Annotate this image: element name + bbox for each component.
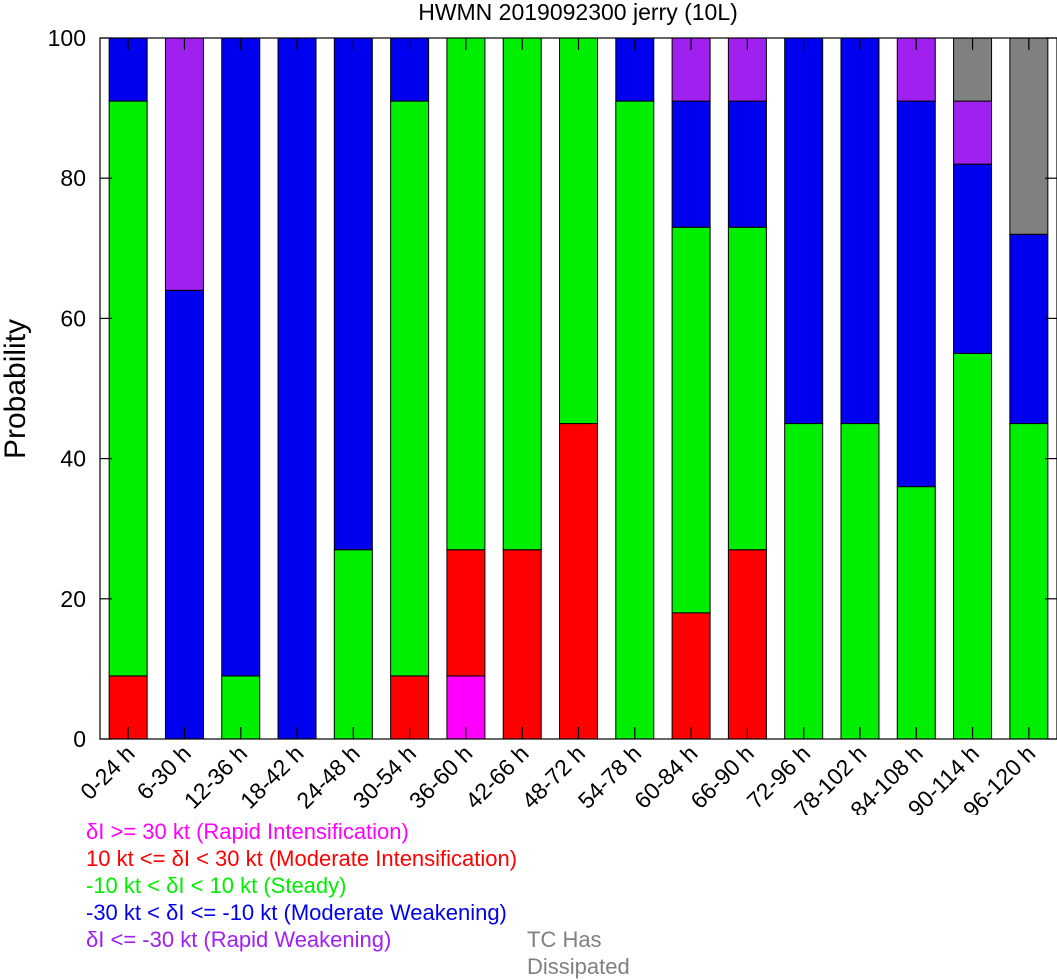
bar-segment-mi-6 [446, 549, 486, 677]
bar-segment-mi-8 [559, 423, 598, 740]
bar-segment-st-7 [502, 37, 542, 551]
bar-segment-rw-15 [953, 100, 993, 165]
legend-moderate-intensification: 10 kt <= δI < 30 kt (Moderate Intensific… [86, 846, 518, 871]
chart-title: HWMN 2019092300 jerry (10L) [418, 0, 738, 25]
legend-rapid-weakening: δI <= -30 kt (Rapid Weakening) [86, 927, 392, 952]
bar-segment-st-9 [615, 100, 655, 740]
y-tick-label: 0 [73, 726, 86, 752]
bar-segment-rw-11 [727, 37, 767, 102]
bar-segment-mi-7 [502, 549, 542, 740]
legend-dissipated: TC Has Dissipated [527, 927, 630, 979]
bar-segment-st-15 [953, 352, 993, 740]
y-axis: 0 20 40 60 80 100 [48, 25, 1057, 752]
bar-segment-st-12 [784, 423, 824, 740]
bar-segment-mw-11 [727, 100, 767, 228]
bar-segment-mw-5 [390, 37, 430, 102]
legend-steady: -10 kt < δI < 10 kt (Steady) [86, 873, 347, 898]
bar-segment-mw-10 [671, 100, 711, 228]
bar-segment-st-14 [896, 486, 936, 740]
bar-segment-st-8 [559, 37, 598, 425]
bar-segment-mw-12 [784, 37, 824, 425]
bar-segment-st-6 [446, 37, 486, 551]
bar-segment-st-13 [840, 423, 880, 740]
bar-segment-mw-1 [164, 289, 204, 740]
bar-segment-mw-3 [277, 37, 317, 740]
bar-segment-mw-14 [896, 100, 936, 488]
legend-moderate-weakening: -30 kt < δI <= -10 kt (Moderate Weakenin… [86, 900, 507, 925]
bar-segment-mw-15 [953, 163, 993, 354]
y-tick-label: 40 [60, 446, 86, 472]
bar-segment-st-0 [108, 100, 148, 677]
bar-segment-st-10 [671, 226, 711, 614]
bar-segment-mw-4 [333, 37, 373, 551]
bar-segment-st-4 [333, 549, 373, 740]
y-tick-label: 100 [48, 25, 86, 51]
y-tick-label: 20 [60, 586, 86, 612]
bar-segment-mi-11 [727, 549, 767, 740]
bars-group [108, 37, 1049, 740]
y-axis-label: Probability [0, 319, 32, 459]
bar-segment-rw-1 [164, 37, 204, 291]
bar-segment-mw-13 [840, 37, 880, 425]
legend-rapid-intensification: δI >= 30 kt (Rapid Intensification) [86, 819, 409, 844]
bar-segment-st-16 [1009, 423, 1049, 740]
chart-svg: 0 20 40 60 80 100 0-24 h6-30 h12-36 h18-42 h2… [0, 0, 1057, 815]
y-tick-label: 80 [60, 165, 86, 191]
bar-segment-mi-10 [671, 612, 711, 740]
y-tick-label: 60 [60, 305, 86, 331]
bar-segment-mw-2 [221, 37, 261, 677]
x-axis: 0-24 h6-30 h12-36 h18-42 h24-48 h30-54 h… [75, 38, 1040, 815]
bar-segment-mw-16 [1009, 233, 1049, 425]
bar-segment-dis-16 [1009, 37, 1049, 235]
bar-segment-st-11 [727, 226, 767, 551]
bar-segment-st-5 [390, 100, 430, 677]
legend: δI >= 30 kt (Rapid Intensification) 10 k… [86, 818, 630, 979]
